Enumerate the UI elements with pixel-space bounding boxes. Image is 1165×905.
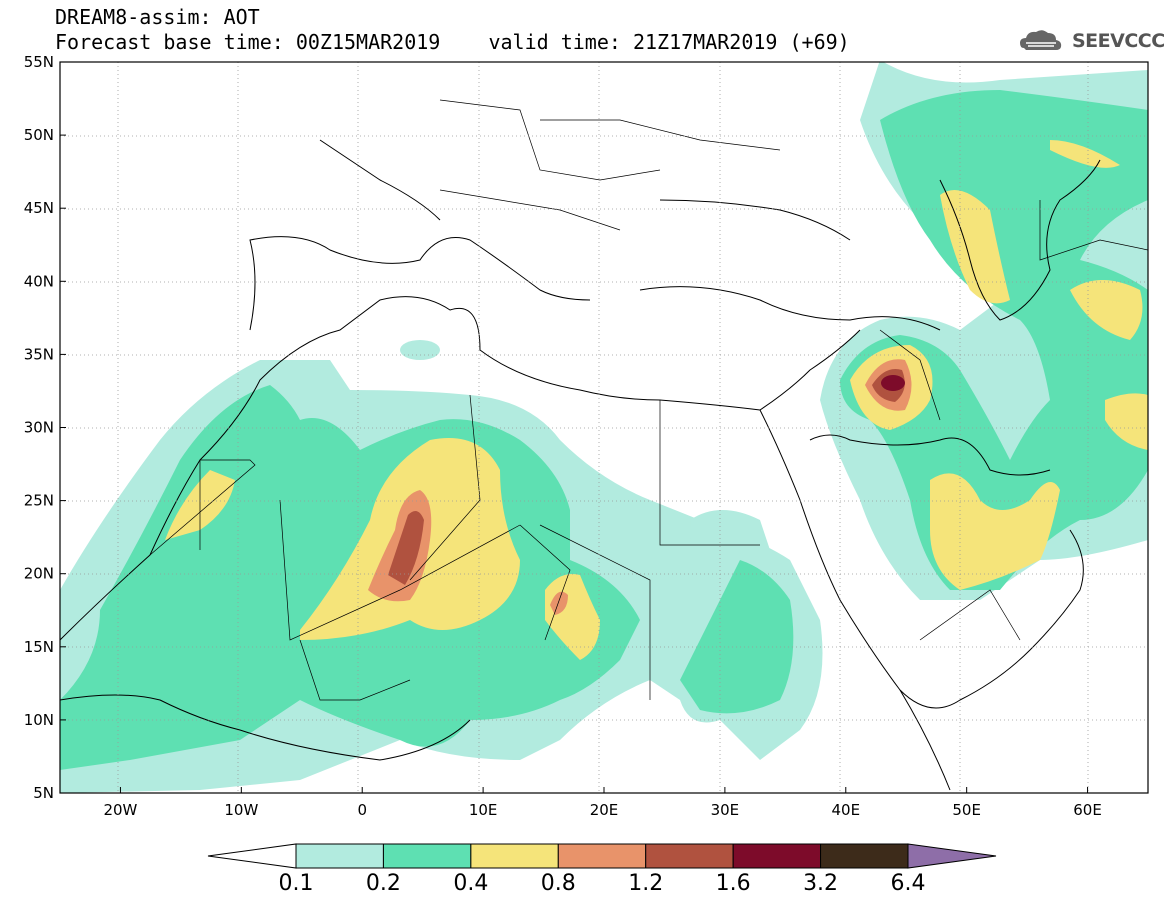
lon-label: 50E [952, 801, 981, 819]
colorbar [207, 843, 997, 869]
longitude-labels: 20W 10W 0 10E 20E 30E 40E 50E 60E [103, 787, 1102, 819]
lat-label: 5N [33, 784, 54, 802]
colorbar-box [382, 843, 472, 869]
seevccc-logo: SEEVCCC [1072, 30, 1165, 52]
lat-label: 55N [24, 53, 54, 71]
lon-label: 0 [357, 801, 367, 819]
lat-label: 45N [24, 199, 54, 217]
lat-label: 35N [24, 345, 54, 363]
lat-label: 40N [24, 272, 54, 290]
lat-label: 10N [24, 711, 54, 729]
country-borders [149, 99, 1148, 701]
colorbar-box [645, 843, 734, 869]
colorbar-label: 3.2 [803, 871, 839, 896]
colorbar-label: 0.1 [278, 871, 314, 896]
colorbar-label: 1.2 [628, 871, 664, 896]
colorbar-box [732, 843, 822, 869]
colorbar-label: 0.2 [365, 871, 401, 896]
colorbar-label: 6.4 [890, 871, 926, 896]
lat-label: 30N [24, 419, 54, 437]
lat-label: 25N [24, 492, 54, 510]
colorbar-over-triangle [907, 843, 997, 869]
latitude-labels: 55N 50N 45N 40N 35N 30N 25N 20N 15N 10N 5N [24, 53, 66, 802]
lon-label: 10E [469, 801, 498, 819]
lat-label: 20N [24, 565, 54, 583]
colorbar-label: 0.8 [540, 871, 576, 896]
cloud-icon [1020, 30, 1062, 50]
coastlines [60, 139, 1101, 791]
colorbar-box [820, 843, 909, 869]
colorbar-under-triangle [207, 843, 297, 869]
aot-level-0.2 [60, 90, 1148, 770]
colorbar-label: 1.6 [715, 871, 751, 896]
lon-label: 20E [590, 801, 619, 819]
map-title: DREAM8-assim: AOT [55, 5, 260, 29]
lon-label: 40E [831, 801, 860, 819]
colorbar-box [470, 843, 559, 869]
lon-label: 60E [1073, 801, 1102, 819]
lat-label: 15N [24, 638, 54, 656]
aot-level-1.6 [881, 375, 905, 391]
lon-label: 10W [224, 801, 258, 819]
colorbar-box [295, 843, 384, 869]
forecast-time-line: Forecast base time: 00Z15MAR2019 valid t… [55, 30, 850, 54]
lat-label: 50N [24, 126, 54, 144]
gridlines [60, 62, 1148, 793]
colorbar-label: 0.4 [453, 871, 489, 896]
aot-shading [60, 62, 1148, 793]
lon-label: 30E [711, 801, 740, 819]
colorbar-box [557, 843, 647, 869]
lon-label: 20W [103, 801, 137, 819]
